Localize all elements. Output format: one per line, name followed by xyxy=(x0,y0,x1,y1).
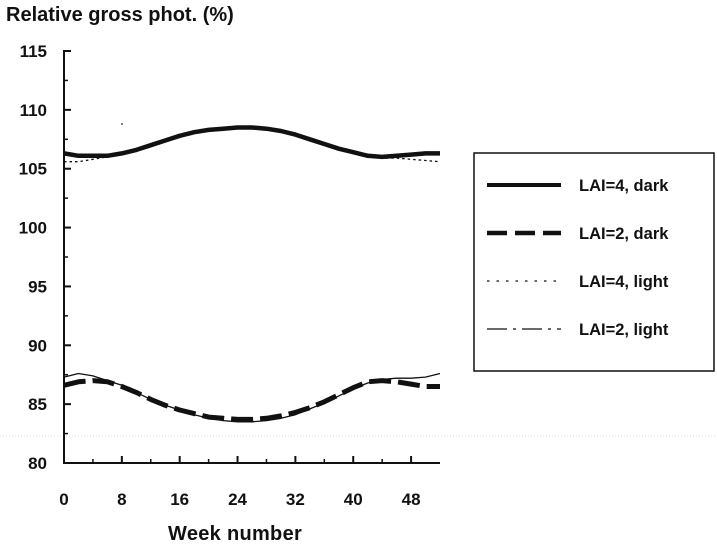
y-tick-label: 110 xyxy=(20,101,47,120)
x-axis-label: Week number xyxy=(168,523,303,545)
y-tick-label: 80 xyxy=(28,454,47,473)
legend-box xyxy=(473,152,715,372)
x-tick-label: 40 xyxy=(344,490,363,509)
y-tick-label: 90 xyxy=(28,336,47,355)
series-line-lai-2-dark xyxy=(63,378,440,422)
legend-label: LAI=2, light xyxy=(579,321,669,339)
y-tick-label: 95 xyxy=(28,277,47,296)
x-tick-label: 48 xyxy=(402,490,421,509)
y-tick-label: 105 xyxy=(19,160,47,179)
y-tick-label: 115 xyxy=(20,42,47,61)
scan-speck xyxy=(121,123,123,125)
y-tick-label: 85 xyxy=(28,395,47,414)
legend-label: LAI=4, dark xyxy=(579,177,669,195)
legend-label: LAI=2, dark xyxy=(579,225,669,243)
y-axis-label: Relative gross phot. (%) xyxy=(6,4,234,26)
x-tick-label: 24 xyxy=(228,490,247,509)
x-tick-label: 0 xyxy=(59,490,68,509)
series-line-lai-4-dark xyxy=(63,125,440,160)
y-tick-label: 100 xyxy=(19,219,47,238)
x-tick-label: 16 xyxy=(170,490,189,509)
x-tick-label: 32 xyxy=(286,490,305,509)
legend-label: LAI=4, light xyxy=(579,273,669,291)
x-tick-label: 8 xyxy=(117,490,126,509)
